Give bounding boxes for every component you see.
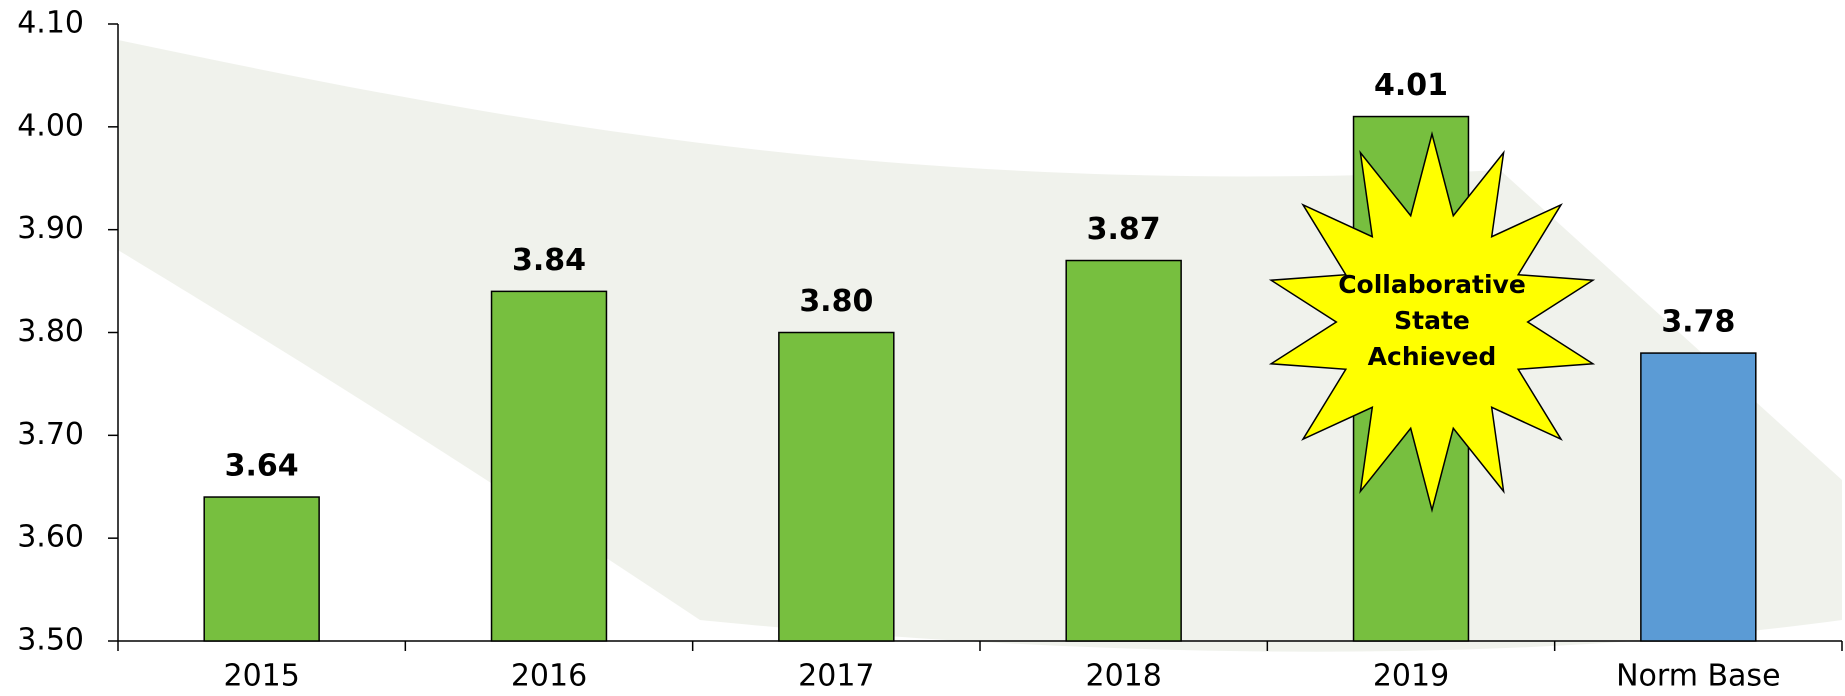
value-label: 3.64 — [225, 449, 299, 484]
y-tick-label: 3.50 — [17, 623, 84, 658]
x-tick-label: 2018 — [1085, 659, 1161, 694]
bar — [1641, 353, 1756, 641]
bar — [492, 291, 607, 641]
y-tick-label: 4.10 — [17, 6, 84, 41]
y-tick-label: 3.70 — [17, 417, 84, 452]
chart: 3.50 3.60 3.70 3.80 3.90 4.00 4.10 2015 3.64 2016… — [0, 0, 1845, 696]
annotation: Collaborative — [1338, 270, 1526, 299]
annotation: State — [1394, 306, 1470, 335]
y-tick-label: 3.60 — [17, 520, 84, 555]
y-tick-label: 3.90 — [17, 211, 84, 246]
annotation: Achieved — [1368, 342, 1497, 371]
bar — [1066, 261, 1181, 641]
bar — [204, 497, 319, 641]
value-label: 3.78 — [1661, 305, 1735, 340]
value-label: 4.01 — [1374, 68, 1448, 103]
y-tick-label: 3.80 — [17, 314, 84, 349]
x-tick-label: Norm Base — [1616, 659, 1780, 694]
x-tick-label: 2016 — [511, 659, 587, 694]
x-tick-label: 2017 — [798, 659, 874, 694]
x-tick-label: 2019 — [1373, 659, 1449, 694]
value-label: 3.80 — [799, 284, 873, 319]
value-label: 3.84 — [512, 243, 586, 278]
y-tick-label: 4.00 — [17, 108, 84, 143]
x-tick-label: 2015 — [223, 659, 299, 694]
bar — [779, 333, 894, 642]
background-photo — [118, 40, 1842, 652]
value-label: 3.87 — [1087, 212, 1161, 247]
